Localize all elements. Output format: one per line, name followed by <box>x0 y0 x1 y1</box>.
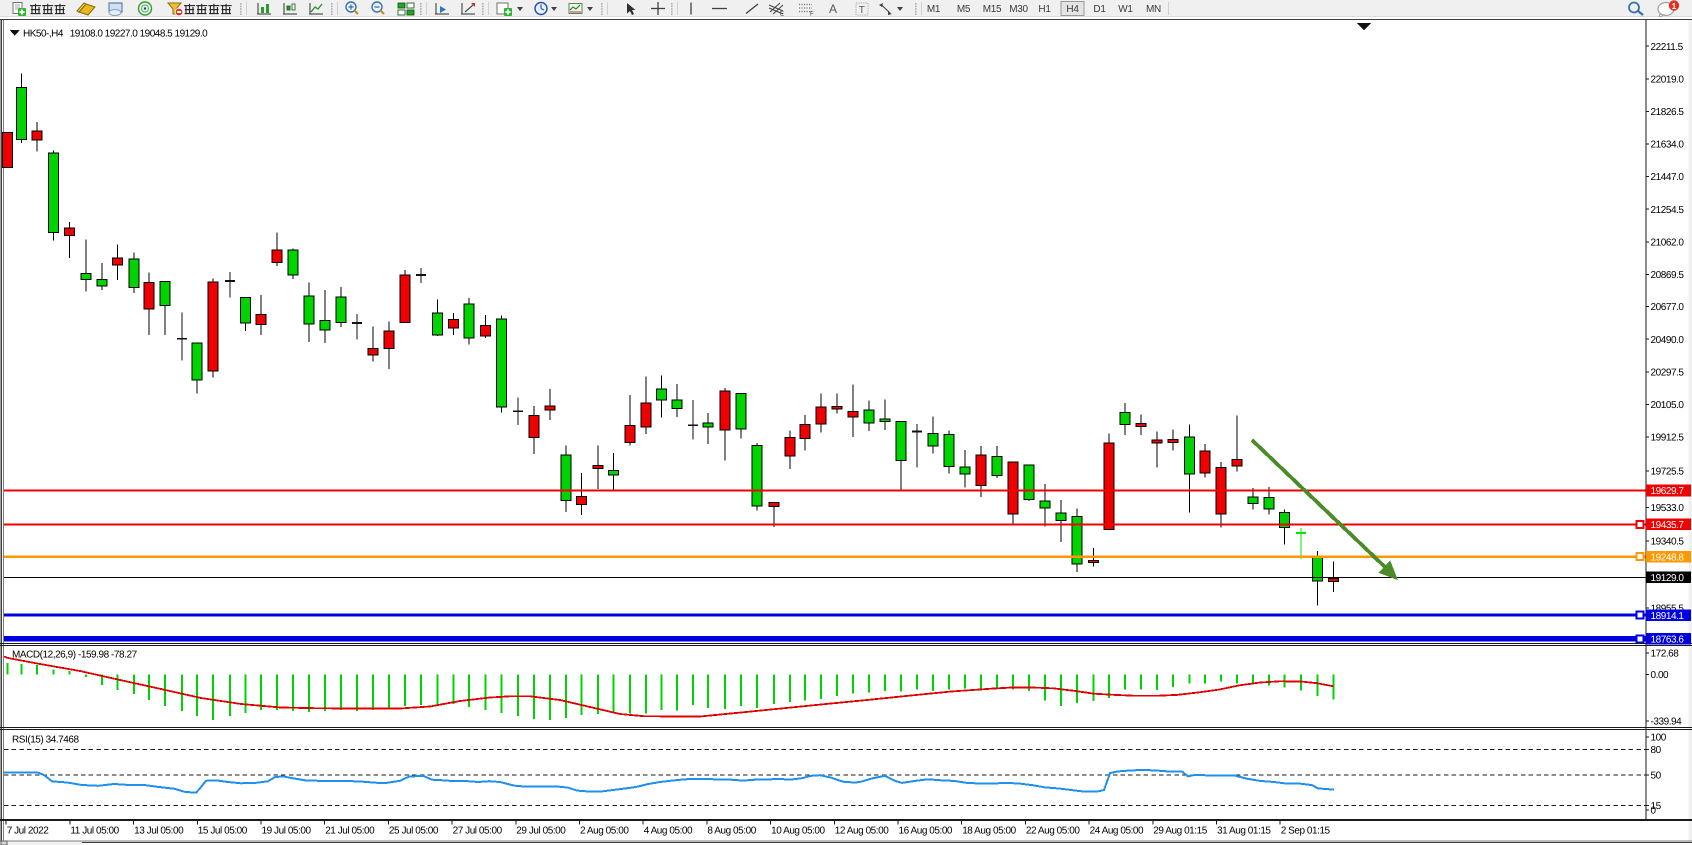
svg-text:24 Aug 05:00: 24 Aug 05:00 <box>1090 826 1144 837</box>
svg-text:M30: M30 <box>1009 4 1028 15</box>
svg-text:HK50-,H4 19108.0 19227.0 190: HK50-,H4 19108.0 19227.0 19048.5 19129.0 <box>23 29 208 40</box>
svg-text:20677.0: 20677.0 <box>1651 302 1685 313</box>
svg-text:15 Jul 05:00: 15 Jul 05:00 <box>198 826 248 837</box>
svg-text:A: A <box>829 2 837 16</box>
svg-text:19129.0: 19129.0 <box>1651 573 1685 584</box>
svg-text:19629.7: 19629.7 <box>1651 486 1685 497</box>
svg-text:20105.0: 20105.0 <box>1651 400 1685 411</box>
svg-text:T: T <box>859 5 865 16</box>
svg-text:18955.5: 18955.5 <box>1651 604 1685 615</box>
svg-text:0: 0 <box>1651 805 1657 816</box>
svg-text:22 Aug 05:00: 22 Aug 05:00 <box>1026 826 1080 837</box>
svg-text:M15: M15 <box>983 4 1002 15</box>
svg-text:19912.5: 19912.5 <box>1651 433 1685 444</box>
svg-text:13 Jul 05:00: 13 Jul 05:00 <box>134 826 184 837</box>
svg-text:21254.5: 21254.5 <box>1651 205 1685 216</box>
svg-text:H4: H4 <box>1066 4 1079 15</box>
svg-text:21447.0: 21447.0 <box>1651 172 1685 183</box>
svg-text:22019.0: 22019.0 <box>1651 74 1685 85</box>
svg-text:12 Aug 05:00: 12 Aug 05:00 <box>835 826 889 837</box>
svg-text:25 Jul 05:00: 25 Jul 05:00 <box>389 826 439 837</box>
svg-text:18 Aug 05:00: 18 Aug 05:00 <box>962 826 1016 837</box>
svg-text:1: 1 <box>1672 1 1677 11</box>
svg-text:20869.5: 20869.5 <box>1651 270 1685 281</box>
svg-text:F: F <box>810 12 814 18</box>
svg-text:100: 100 <box>1651 733 1667 744</box>
svg-text:22211.5: 22211.5 <box>1651 42 1684 53</box>
svg-text:21826.5: 21826.5 <box>1651 107 1685 118</box>
svg-text:20297.5: 20297.5 <box>1651 367 1685 378</box>
svg-text:18763.6: 18763.6 <box>1651 634 1685 645</box>
svg-text:RSI(15) 34.7468: RSI(15) 34.7468 <box>12 735 80 746</box>
svg-text:7 Jul 2022: 7 Jul 2022 <box>7 826 50 837</box>
svg-text:MACD(12,26,9) -159.98 -78.27: MACD(12,26,9) -159.98 -78.27 <box>12 650 138 661</box>
svg-text:4 Aug 05:00: 4 Aug 05:00 <box>644 826 693 837</box>
svg-text:21634.0: 21634.0 <box>1651 140 1685 151</box>
svg-text:E: E <box>780 12 784 18</box>
svg-text:29 Aug 01:15: 29 Aug 01:15 <box>1153 826 1207 837</box>
svg-text:19340.5: 19340.5 <box>1651 537 1685 548</box>
svg-text:2 Sep 01:15: 2 Sep 01:15 <box>1281 826 1331 837</box>
svg-text:M5: M5 <box>957 4 971 15</box>
svg-text:D1: D1 <box>1093 4 1106 15</box>
svg-text:19 Jul 05:00: 19 Jul 05:00 <box>262 826 312 837</box>
svg-text:19533.0: 19533.0 <box>1651 503 1685 514</box>
svg-text:10 Aug 05:00: 10 Aug 05:00 <box>771 826 825 837</box>
svg-text:MN: MN <box>1146 4 1161 15</box>
svg-text:29 Jul 05:00: 29 Jul 05:00 <box>516 826 566 837</box>
svg-text:21062.0: 21062.0 <box>1651 237 1685 248</box>
svg-text:27 Jul 05:00: 27 Jul 05:00 <box>453 826 503 837</box>
svg-text:11 Jul 05:00: 11 Jul 05:00 <box>70 826 119 837</box>
svg-text:H1: H1 <box>1038 4 1051 15</box>
svg-text:21 Jul 05:00: 21 Jul 05:00 <box>325 826 375 837</box>
svg-text:18914.1: 18914.1 <box>1651 611 1685 622</box>
svg-text:31 Aug 01:15: 31 Aug 01:15 <box>1217 826 1271 837</box>
svg-text:19725.5: 19725.5 <box>1651 467 1685 478</box>
svg-text:50: 50 <box>1651 771 1662 782</box>
svg-text:16 Aug 05:00: 16 Aug 05:00 <box>899 826 953 837</box>
svg-text:19248.8: 19248.8 <box>1651 552 1685 563</box>
svg-text:2 Aug 05:00: 2 Aug 05:00 <box>580 826 629 837</box>
svg-text:172.68: 172.68 <box>1651 649 1680 660</box>
svg-text:80: 80 <box>1651 745 1662 756</box>
svg-text:M1: M1 <box>927 4 941 15</box>
svg-text:-339.94: -339.94 <box>1651 717 1683 728</box>
svg-text:0.00: 0.00 <box>1651 670 1670 681</box>
svg-text:19435.7: 19435.7 <box>1651 520 1685 531</box>
svg-text:20490.0: 20490.0 <box>1651 335 1685 346</box>
svg-text:W1: W1 <box>1118 4 1133 15</box>
svg-text:15: 15 <box>1651 801 1662 812</box>
svg-text:8 Aug 05:00: 8 Aug 05:00 <box>707 826 756 837</box>
